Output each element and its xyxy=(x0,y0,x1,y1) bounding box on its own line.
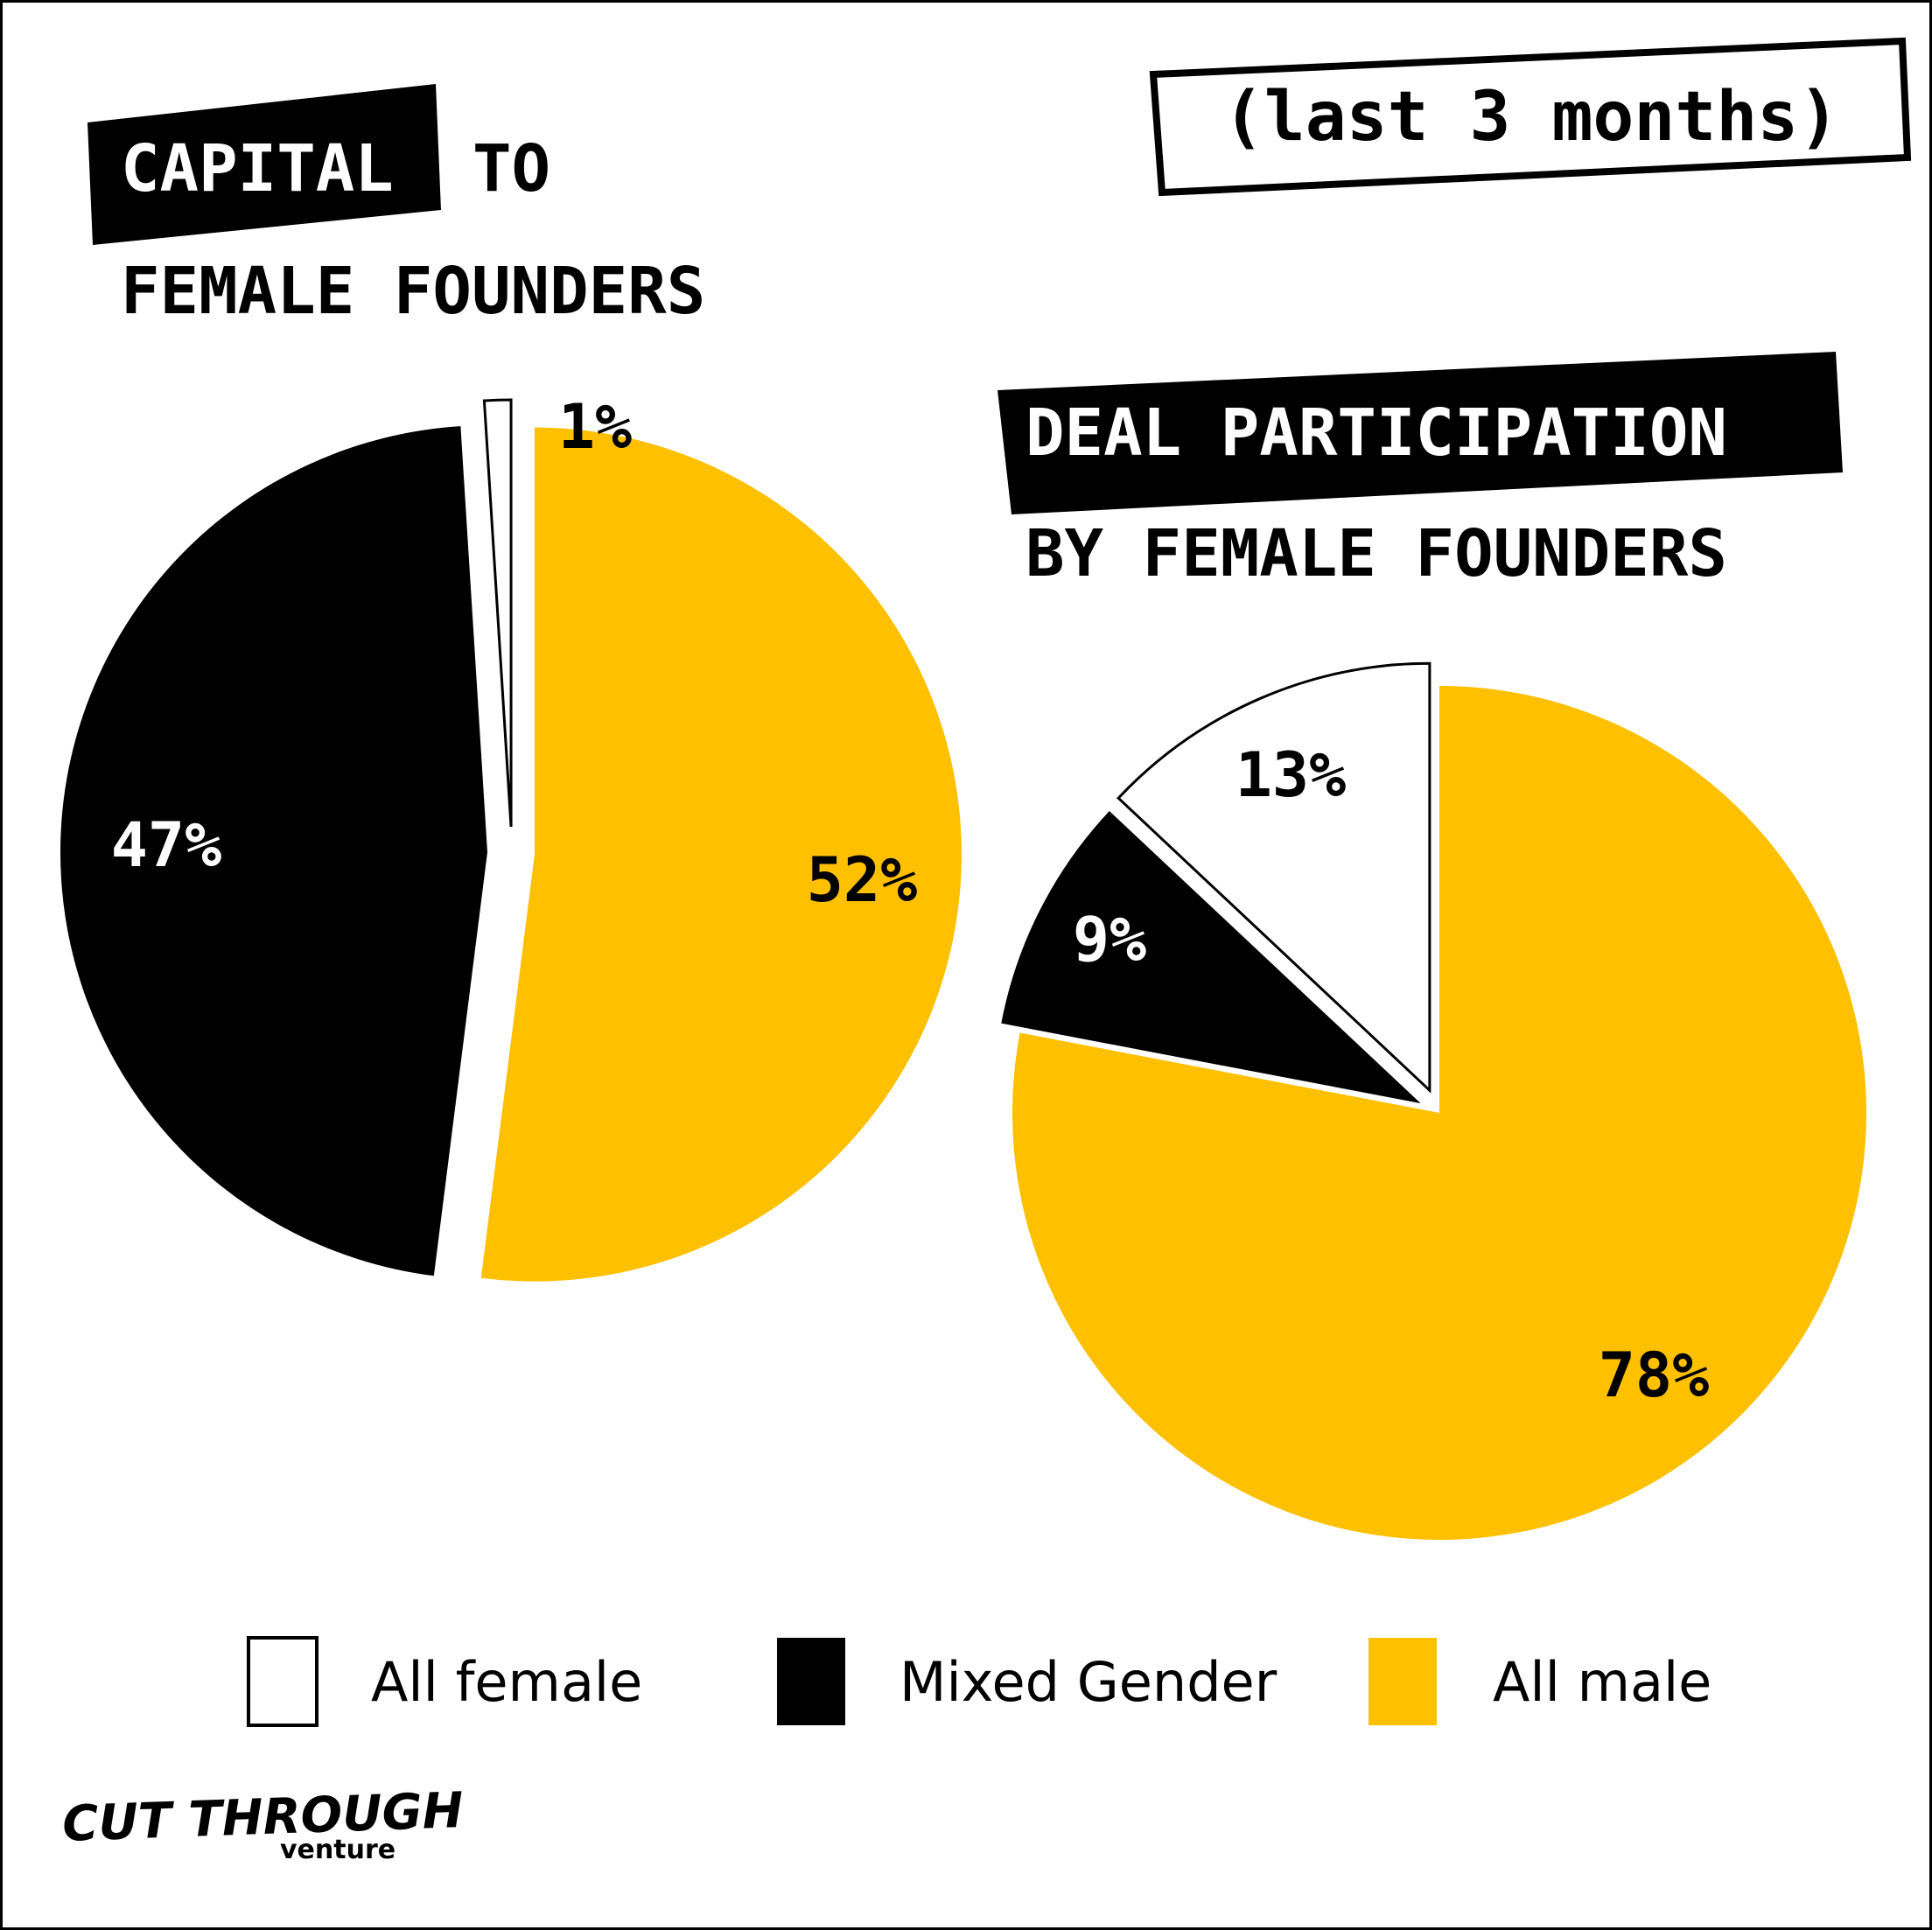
pie-label-mixed-gender: 47% xyxy=(111,809,221,881)
logo-main-text: CUT THROUGH xyxy=(61,1782,464,1853)
cut-through-logo: CUT THROUGH venture xyxy=(61,1782,464,1865)
pie-label-all-male: 78% xyxy=(1599,1339,1709,1411)
legend-label-all-female: All female xyxy=(371,1650,642,1714)
right-title-line1: DEAL PARTICIPATION xyxy=(1026,395,1727,471)
pie-slice-mixed-gender xyxy=(60,426,488,1276)
legend-item-all-male: All male xyxy=(1368,1638,1712,1725)
legend-swatch-all-male xyxy=(1368,1638,1437,1725)
legend-item-all-female: All female xyxy=(247,1636,642,1727)
period-label: (last 3 months) xyxy=(1223,78,1839,157)
legend: All female Mixed Gender All male xyxy=(247,1636,1712,1727)
deal-participation-pie-chart: 78% 9% 13% xyxy=(1001,661,1867,1540)
legend-label-mixed-gender: Mixed Gender xyxy=(900,1650,1278,1714)
pie-slice-all-male xyxy=(1012,685,1867,1540)
pie-slice-all-female xyxy=(1116,661,1432,1094)
right-title-line2: BY FEMALE FOUNDERS xyxy=(1026,516,1727,591)
pie-label-mixed-gender: 9% xyxy=(1073,904,1146,975)
right-chart-title: DEAL PARTICIPATION BY FEMALE FOUNDERS xyxy=(998,352,1843,591)
period-badge: (last 3 months) xyxy=(1149,37,1912,197)
pie-label-all-male: 52% xyxy=(807,844,917,916)
pie-slice-mixed-gender xyxy=(1001,811,1421,1104)
legend-swatch-mixed-gender xyxy=(777,1638,845,1725)
legend-swatch-all-female xyxy=(247,1636,318,1727)
legend-label-all-male: All male xyxy=(1493,1650,1712,1714)
capital-pie-chart: 52% 47% 1% xyxy=(60,391,962,1282)
left-title-highlight: CAPITAL xyxy=(121,131,394,206)
pie-label-all-female: 1% xyxy=(558,391,632,463)
pie-slice-all-male xyxy=(480,427,962,1282)
legend-item-mixed-gender: Mixed Gender xyxy=(777,1638,1278,1725)
pie-slice-all-female xyxy=(482,398,513,828)
logo-sub-text: venture xyxy=(280,1835,396,1865)
left-chart-title: CAPITAL TO FEMALE FOUNDERS xyxy=(88,84,705,329)
pie-label-all-female: 13% xyxy=(1236,739,1346,811)
left-title-line2: FEMALE FOUNDERS xyxy=(121,254,705,329)
left-title-rest: TO xyxy=(472,131,550,206)
